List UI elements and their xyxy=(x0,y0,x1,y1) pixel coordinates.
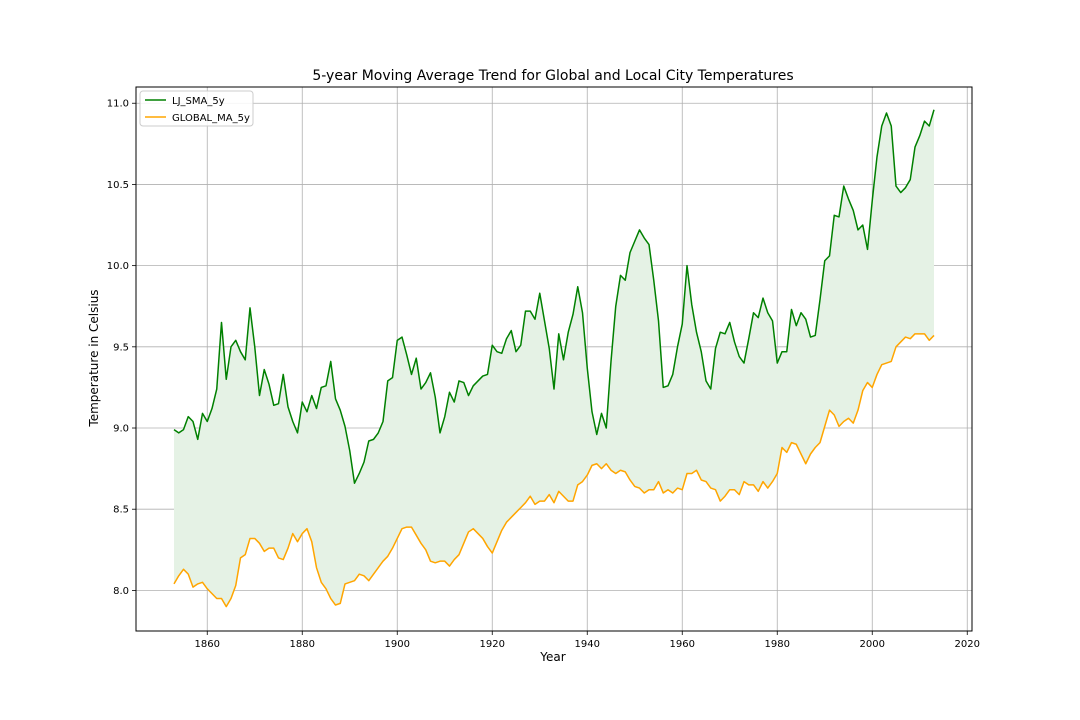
y-tick-label: 11.0 xyxy=(107,99,129,110)
x-tick-label: 2020 xyxy=(955,639,980,650)
x-tick-label: 1920 xyxy=(480,639,505,650)
x-tick-label: 1960 xyxy=(670,639,695,650)
y-tick-label: 10.5 xyxy=(107,180,129,191)
plot-frame xyxy=(135,86,973,632)
y-axis-label: Temperature in Celsius xyxy=(87,289,101,427)
series-lines xyxy=(173,109,935,608)
x-tick-label: 1980 xyxy=(765,639,790,650)
x-tick-label: 2000 xyxy=(860,639,885,650)
series-line-lj-sma-5y xyxy=(173,109,935,484)
chart-title: 5-year Moving Average Trend for Global a… xyxy=(312,68,793,84)
x-tick-label: 1860 xyxy=(195,639,220,650)
x-tick-label: 1900 xyxy=(385,639,410,650)
y-tick-label: 8.0 xyxy=(113,586,129,597)
y-axis-ticks: 8.0 8.5 9.0 9.5 10.0 10.5 11.0 xyxy=(107,99,136,597)
grid xyxy=(136,87,972,631)
legend-label-global-ma: GLOBAL_MA_5y xyxy=(172,113,250,124)
y-tick-label: 9.0 xyxy=(113,424,129,435)
y-tick-label: 9.5 xyxy=(113,342,129,353)
x-axis-ticks: 1860 1880 1900 1920 1940 1960 1980 2000 2020 xyxy=(195,631,980,650)
y-tick-label: 10.0 xyxy=(107,261,129,272)
legend: LJ_SMA_5y GLOBAL_MA_5y xyxy=(139,90,254,127)
fill-between-polygon xyxy=(174,109,934,607)
x-tick-label: 1880 xyxy=(290,639,315,650)
fill-between-area xyxy=(174,109,934,607)
y-tick-label: 8.5 xyxy=(113,505,129,516)
x-tick-label: 1940 xyxy=(575,639,600,650)
legend-label-lj-sma: LJ_SMA_5y xyxy=(172,96,225,107)
legend-box xyxy=(139,90,254,127)
series-line-global-ma-5y xyxy=(173,333,935,608)
x-axis-label: Year xyxy=(539,650,565,664)
